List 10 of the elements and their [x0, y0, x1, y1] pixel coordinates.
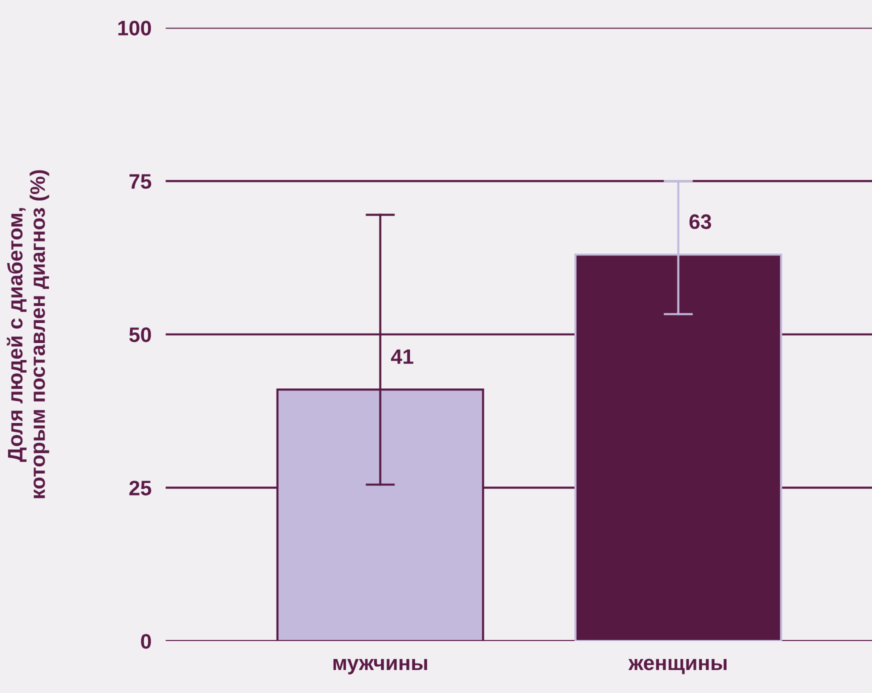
y-tick-label: 100: [118, 20, 151, 36]
y-tick-label: 75: [130, 174, 152, 189]
data-label: 63: [689, 214, 712, 230]
y-tick-label: 25: [129, 480, 152, 496]
x-tick-label: мужчины: [333, 659, 428, 674]
y-tick-label: 0: [141, 634, 151, 649]
data-label: 41: [391, 349, 414, 364]
y-tick-label: 50: [129, 327, 151, 342]
y-axis-title: Доля людей с диабетом, которым поставлен диагноз (%): [6, 170, 50, 498]
x-tick-label: женщины: [628, 658, 727, 674]
